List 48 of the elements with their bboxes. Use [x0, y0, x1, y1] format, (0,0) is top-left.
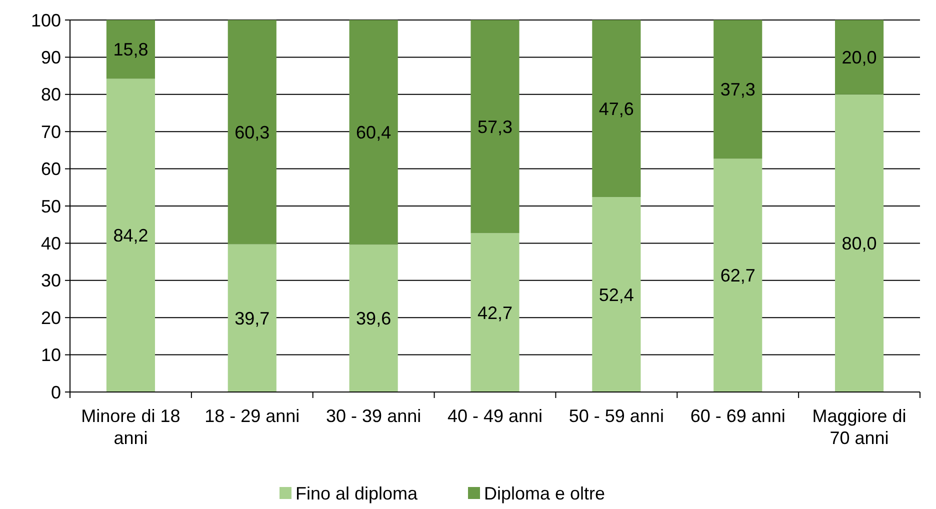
- text: 60,4: [356, 122, 392, 143]
- y-tick-label: 10: [40, 345, 61, 366]
- y-tick-label: 20: [40, 308, 61, 328]
- text: 62,7: [720, 266, 756, 286]
- bar: [835, 94, 884, 392]
- text: 37,3: [720, 80, 756, 100]
- x-tick-label: 50 - 59 anni: [568, 406, 664, 426]
- text: 15,8: [113, 40, 148, 60]
- x-tick-label: Minore di 18 anni: [81, 406, 180, 448]
- text: 84,2: [113, 226, 148, 246]
- bar: [592, 197, 641, 392]
- y-tick-label: 70: [40, 122, 61, 142]
- y-tick-label: 80: [40, 84, 61, 105]
- bar: [714, 20, 762, 159]
- bar: [106, 20, 155, 79]
- x-tick-label: Maggiore di 70 anni: [812, 406, 906, 448]
- text: 80,0: [842, 234, 877, 254]
- y-tick-label: 60: [40, 159, 61, 180]
- bar: [106, 78, 155, 392]
- bar: [349, 244, 398, 392]
- text: 47,6: [598, 98, 634, 119]
- bar: [592, 20, 641, 198]
- x-tick-label: 40 - 49 anni: [447, 406, 543, 426]
- bar: [470, 20, 520, 234]
- y-tick-label: 100: [30, 10, 61, 30]
- x-tick-label: 30 - 39 anni: [326, 406, 422, 426]
- text: 52,4: [598, 284, 634, 305]
- y-tick-label: 50: [40, 196, 61, 216]
- y-tick-label: 40: [40, 234, 61, 254]
- bar: [470, 233, 520, 392]
- text: 39,7: [234, 308, 270, 328]
- x-tick-label: 18 - 29 anni: [204, 406, 300, 426]
- text: 39,6: [356, 308, 392, 329]
- bar: [714, 158, 762, 392]
- bar: [228, 244, 276, 392]
- y-tick-label: 0: [50, 382, 61, 402]
- x-tick-label: 60 - 69 anni: [690, 406, 786, 426]
- text: 42,7: [477, 302, 513, 323]
- text: 60,3: [234, 122, 270, 142]
- text: 57,3: [477, 116, 513, 137]
- legend-label: Diploma e oltre: [484, 483, 606, 504]
- bar: [228, 20, 276, 244]
- bar: [835, 20, 884, 94]
- y-tick-label: 30: [40, 270, 61, 291]
- y-tick-label: 90: [40, 48, 61, 68]
- text: 20,0: [842, 48, 877, 68]
- bar: [349, 20, 398, 245]
- legend-label: Fino al diploma: [296, 483, 419, 504]
